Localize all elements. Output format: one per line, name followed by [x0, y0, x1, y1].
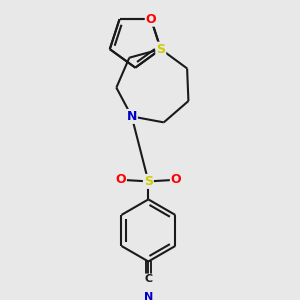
Text: O: O: [171, 173, 182, 186]
Text: O: O: [146, 13, 156, 26]
Text: N: N: [144, 292, 153, 300]
Text: C: C: [144, 274, 152, 284]
Text: S: S: [156, 43, 165, 56]
Text: N: N: [127, 110, 137, 123]
Text: O: O: [115, 173, 126, 186]
Text: S: S: [144, 175, 153, 188]
